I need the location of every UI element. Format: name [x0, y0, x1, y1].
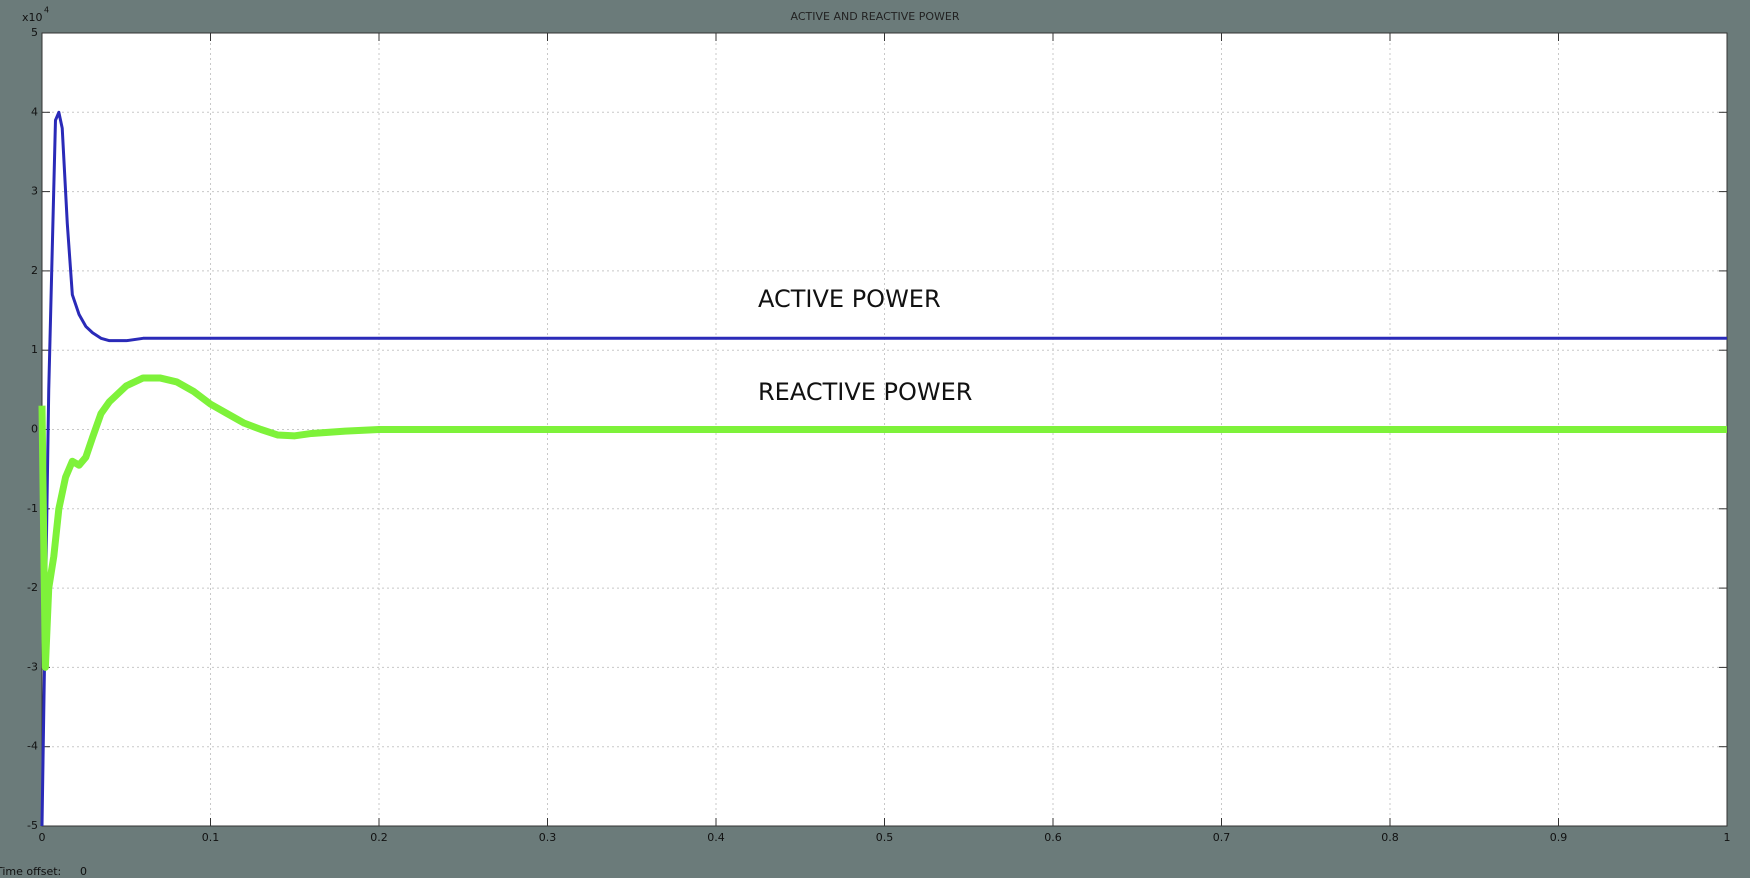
y-tick-label: -2: [27, 581, 38, 594]
y-tick-label: -5: [27, 819, 38, 832]
x-tick-label: 0.4: [707, 831, 725, 844]
x-tick-label: 1: [1724, 831, 1731, 844]
x-tick-label: 0.9: [1550, 831, 1568, 844]
y-tick-label: 3: [31, 185, 38, 198]
y-scale-exponent: 4: [44, 6, 49, 15]
annotation: ACTIVE POWER: [758, 285, 941, 313]
x-tick-label: 0.5: [876, 831, 894, 844]
y-tick-label: 1: [31, 343, 38, 356]
y-tick-label: 5: [31, 26, 38, 39]
x-tick-label: 0.2: [370, 831, 388, 844]
chart-title: ACTIVE AND REACTIVE POWER: [791, 10, 960, 23]
y-tick-label: -1: [27, 502, 38, 515]
y-scale-label: x10: [22, 11, 43, 24]
series-line: [40, 110, 1727, 827]
y-tick-label: -4: [27, 740, 38, 753]
x-tick-label: 0.3: [539, 831, 557, 844]
x-tick-label: 0.8: [1381, 831, 1399, 844]
y-tick-label: 2: [31, 264, 38, 277]
x-tick-label: 0.1: [202, 831, 220, 844]
y-tick-label: 4: [31, 105, 38, 118]
annotation: REACTIVE POWER: [758, 378, 972, 406]
footer-value: 0: [80, 865, 87, 878]
x-tick-label: 0: [39, 831, 46, 844]
footer-label: Time offset:: [0, 865, 61, 878]
x-tick-label: 0.7: [1213, 831, 1231, 844]
y-tick-label: 0: [31, 423, 38, 436]
x-tick-label: 0.6: [1044, 831, 1062, 844]
series-line: [38, 374, 1727, 671]
y-tick-label: -3: [27, 660, 38, 673]
